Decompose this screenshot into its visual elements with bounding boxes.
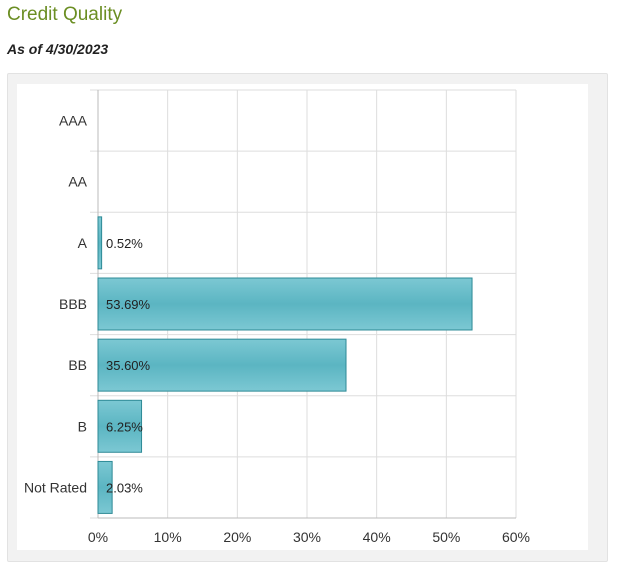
data-label: 53.69% — [106, 297, 151, 312]
data-label: 35.60% — [106, 358, 151, 373]
category-label: B — [78, 418, 87, 434]
as-of-date: As of 4/30/2023 — [7, 41, 109, 57]
bar — [97, 216, 103, 270]
x-tick-label: 0% — [88, 529, 108, 545]
x-tick-label: 40% — [363, 529, 391, 545]
category-label: BBB — [59, 296, 87, 312]
x-tick-label: 20% — [223, 529, 251, 545]
bar — [97, 460, 113, 514]
data-label: 6.25% — [106, 419, 143, 434]
bar — [97, 399, 143, 453]
chart-title: Credit Quality — [7, 4, 123, 25]
data-label: 2.03% — [106, 480, 143, 495]
x-tick-label: 10% — [154, 529, 182, 545]
x-tick-label: 50% — [432, 529, 460, 545]
category-label: AA — [68, 174, 87, 190]
x-tick-label: 30% — [293, 529, 321, 545]
category-label: BB — [68, 357, 87, 373]
data-label: 0.52% — [106, 236, 143, 251]
category-label: A — [78, 235, 88, 251]
category-label: AAA — [59, 113, 88, 129]
bar — [97, 277, 473, 331]
bar — [97, 338, 347, 392]
x-tick-label: 60% — [502, 529, 530, 545]
category-label: Not Rated — [24, 479, 87, 495]
